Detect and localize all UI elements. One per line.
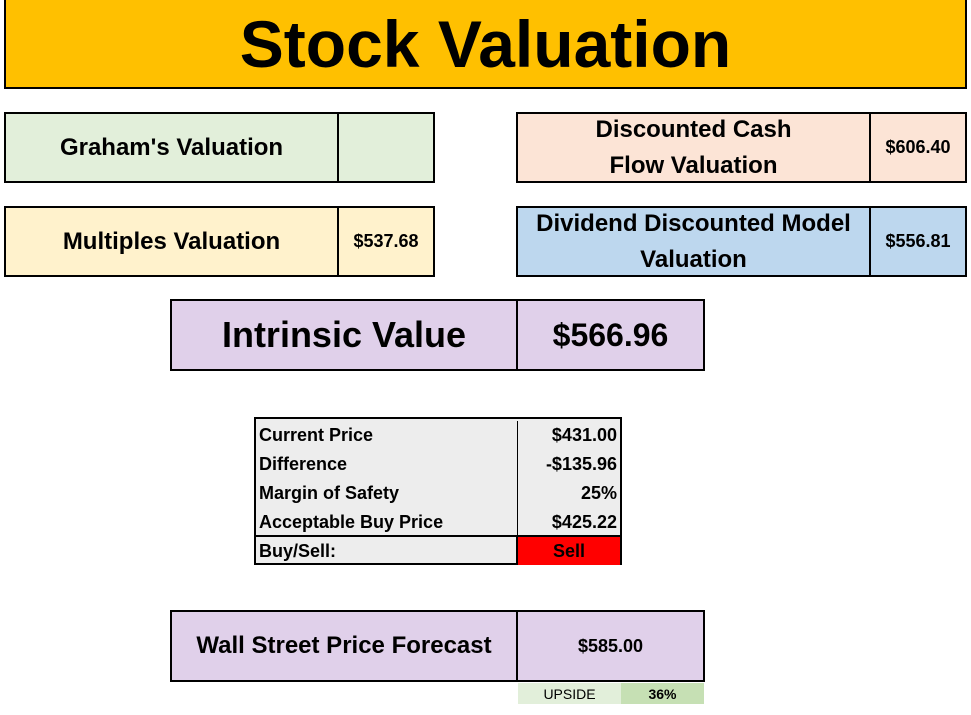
price-analysis-table: Current Price $431.00 Difference -$135.9… [254, 417, 622, 565]
dcf-valuation-card: Discounted Cash Flow Valuation $606.40 [516, 112, 967, 183]
acceptable-buy-price-value[interactable]: $425.22 [551, 512, 617, 532]
table-row-difference: Difference -$135.96 [256, 450, 620, 479]
multiples-valuation-value[interactable]: $537.68 [353, 231, 419, 251]
table-row-current-price: Current Price $431.00 [256, 421, 620, 450]
ddm-valuation-label: Dividend Discounted Model Valuation [518, 208, 871, 275]
buy-sell-label: Buy/Sell: [256, 537, 518, 565]
margin-of-safety-label: Margin of Safety [256, 479, 518, 508]
dcf-valuation-label: Discounted Cash Flow Valuation [518, 114, 871, 181]
acceptable-buy-price-label: Acceptable Buy Price [256, 508, 518, 537]
ddm-valuation-card: Dividend Discounted Model Valuation $556… [516, 206, 967, 277]
multiples-valuation-label: Multiples Valuation [6, 208, 339, 275]
intrinsic-value-card: Intrinsic Value $566.96 [170, 299, 705, 371]
current-price-value[interactable]: $431.00 [551, 425, 617, 445]
current-price-label: Current Price [256, 421, 518, 450]
graham-valuation-label: Graham's Valuation [6, 114, 339, 181]
ddm-valuation-value[interactable]: $556.81 [885, 231, 951, 251]
multiples-valuation-card: Multiples Valuation $537.68 [4, 206, 435, 277]
intrinsic-value-label: Intrinsic Value [172, 301, 518, 369]
table-row-margin-of-safety: Margin of Safety 25% [256, 479, 620, 508]
difference-value[interactable]: -$135.96 [545, 454, 617, 474]
price-forecast-card: Wall Street Price Forecast $585.00 [170, 610, 705, 682]
price-forecast-value[interactable]: $585.00 [577, 635, 644, 656]
dcf-valuation-value[interactable]: $606.40 [885, 137, 951, 157]
upside-label: UPSIDE [518, 683, 621, 704]
graham-valuation-value[interactable] [339, 114, 433, 181]
intrinsic-value-value[interactable]: $566.96 [552, 316, 669, 353]
upside-value[interactable]: 36% [621, 683, 704, 704]
price-forecast-label: Wall Street Price Forecast [172, 612, 518, 680]
table-row-acceptable-buy-price: Acceptable Buy Price $425.22 [256, 508, 620, 537]
difference-label: Difference [256, 450, 518, 479]
graham-valuation-card: Graham's Valuation [4, 112, 435, 183]
buy-sell-signal[interactable]: Sell [518, 537, 620, 565]
table-row-buy-sell: Buy/Sell: Sell [256, 535, 620, 565]
margin-of-safety-value[interactable]: 25% [580, 483, 617, 503]
page-title: Stock Valuation [4, 0, 967, 89]
